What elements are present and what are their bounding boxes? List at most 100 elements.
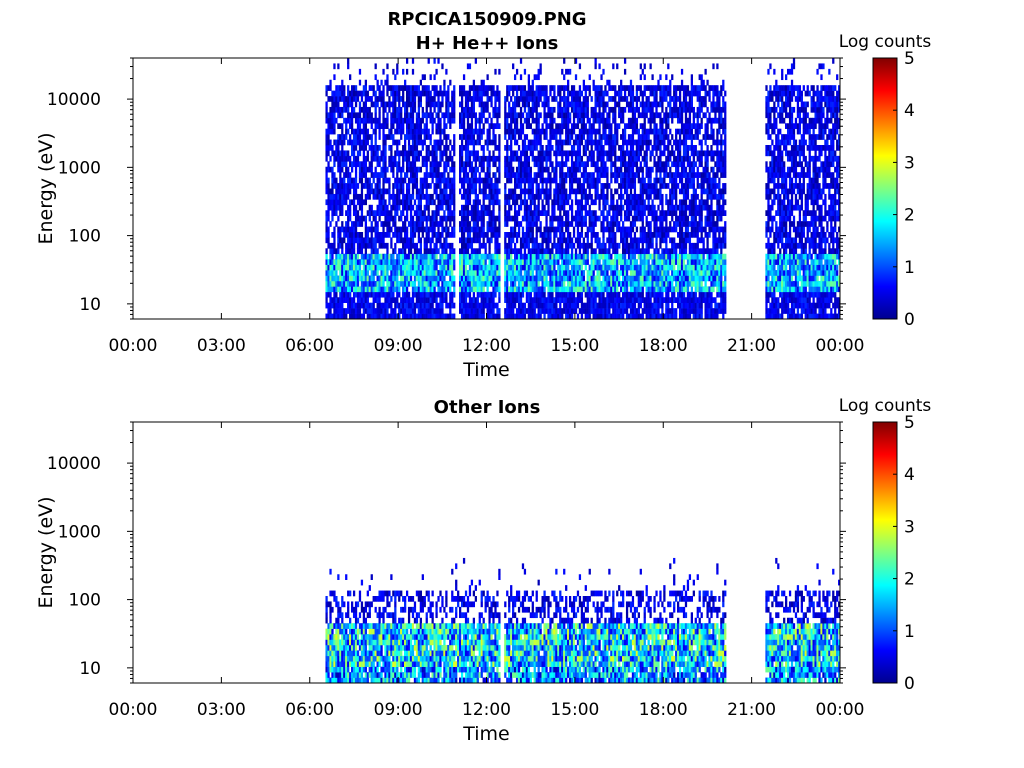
spectrogram-cell <box>447 210 450 216</box>
spectrogram-cell <box>362 85 366 91</box>
spectrogram-cell <box>563 117 566 124</box>
spectrogram-cell <box>574 90 578 97</box>
spectrogram-cell <box>553 270 556 276</box>
spectrogram-cell <box>568 150 572 157</box>
spectrogram-cell <box>337 248 340 255</box>
spectrogram-cell <box>453 199 456 206</box>
spectrogram-cell <box>345 134 348 140</box>
spectrogram-cell <box>405 68 409 75</box>
spectrogram-cell <box>358 101 362 108</box>
spectrogram-cell <box>510 253 513 260</box>
spectrogram-cell <box>553 215 556 222</box>
spectrogram-cell <box>541 297 544 303</box>
spectrogram-cell <box>396 302 399 309</box>
spectrogram-cell <box>553 90 556 97</box>
spectrogram-cell <box>439 264 442 271</box>
spectrogram-cell <box>570 85 574 91</box>
spectrogram-cell <box>523 253 527 260</box>
spectrogram-cell <box>333 139 336 146</box>
spectrogram-cell <box>364 308 367 314</box>
spectrogram-cell <box>470 106 474 113</box>
spectrogram-cell <box>349 204 352 211</box>
spectrogram-cell <box>537 155 540 162</box>
spectrogram-cell <box>527 204 530 211</box>
spectrogram-cell <box>347 253 350 260</box>
spectrogram-cell <box>549 275 552 282</box>
spectrogram-cell <box>484 177 487 184</box>
spectrogram-cell <box>541 280 544 287</box>
spectrogram-cell <box>492 172 495 178</box>
spectrogram-cell <box>608 286 611 293</box>
spectrogram-cell <box>606 101 609 108</box>
spectrogram-cell <box>512 286 515 293</box>
spectrogram-cell <box>504 297 507 303</box>
spectrogram-cell <box>356 297 360 303</box>
spectrogram-cell <box>460 253 464 260</box>
spectrogram-cell <box>409 308 413 314</box>
spectrogram-cell <box>478 215 481 222</box>
spectrogram-cell <box>462 286 466 293</box>
spectrogram-cell <box>496 155 499 162</box>
spectrogram-cell <box>390 150 393 157</box>
spectrogram-cell <box>537 313 540 320</box>
spectrogram-cell <box>574 286 578 293</box>
spectrogram-cell <box>590 259 593 265</box>
spectrogram-cell <box>411 123 415 129</box>
spectrogram-cell <box>382 221 385 227</box>
spectrogram-cell <box>580 264 584 271</box>
spectrogram-cell <box>347 264 350 271</box>
spectrogram-cell <box>439 177 442 184</box>
spectrogram-cell <box>610 264 613 271</box>
spectrogram-cell <box>602 297 605 303</box>
spectrogram-cell <box>533 134 536 140</box>
spectrogram-cell <box>462 117 466 124</box>
spectrogram-cell <box>535 101 538 108</box>
spectrogram-cell <box>545 101 548 108</box>
spectrogram-cell <box>606 297 609 303</box>
spectrogram-cell <box>602 193 605 200</box>
spectrogram-cell <box>337 232 340 238</box>
spectrogram-cell <box>433 199 436 206</box>
spectrogram-cell <box>374 270 377 276</box>
spectrogram-cell <box>466 237 470 244</box>
spectrogram-cell <box>350 112 354 119</box>
spectrogram-cell <box>582 259 585 265</box>
spectrogram-cell <box>333 232 336 238</box>
spectrogram-cell <box>417 204 421 211</box>
spectrogram-cell <box>576 210 580 216</box>
spectrogram-cell <box>386 270 389 276</box>
spectrogram-cell <box>513 139 517 146</box>
spectrogram-cell <box>423 313 426 320</box>
spectrogram-cell <box>480 221 483 227</box>
spectrogram-cell <box>341 248 344 255</box>
spectrogram-cell <box>543 204 546 211</box>
spectrogram-cell <box>439 215 442 222</box>
spectrogram-cell <box>561 232 564 238</box>
spectrogram-cell <box>545 232 548 238</box>
spectrogram-cell <box>598 85 601 91</box>
spectrogram-cell <box>482 264 485 271</box>
spectrogram-cell <box>358 302 362 309</box>
spectrogram-cell <box>529 264 532 271</box>
spectrogram-cell <box>402 199 405 206</box>
spectrogram-cell <box>498 188 501 195</box>
spectrogram-cell <box>352 134 356 140</box>
spectrogram-cell <box>559 128 562 135</box>
spectrogram-cell <box>376 280 379 287</box>
spectrogram-cell <box>388 286 391 293</box>
spectrogram-cell <box>537 286 540 293</box>
spectrogram-cell <box>437 286 440 293</box>
spectrogram-cell <box>358 313 362 320</box>
spectrogram-cell <box>559 177 562 184</box>
spectrogram-cell <box>506 145 509 151</box>
spectrogram-cell <box>425 150 428 157</box>
spectrogram-cell <box>354 172 358 178</box>
spectrogram-cell <box>551 166 554 173</box>
spectrogram-cell <box>427 134 430 140</box>
spectrogram-cell <box>404 291 407 298</box>
spectrogram-cell <box>494 101 497 108</box>
spectrogram-cell <box>600 101 603 108</box>
spectrogram-cell <box>335 183 338 189</box>
spectrogram-cell <box>549 183 552 189</box>
spectrogram-cell <box>466 226 470 233</box>
